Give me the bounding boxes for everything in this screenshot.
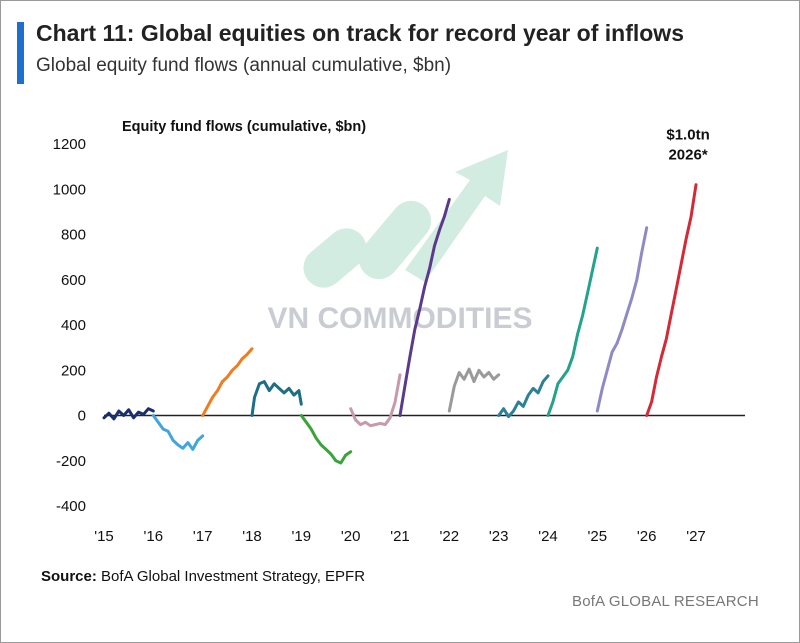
source-note: Source: BofA Global Investment Strategy,…	[41, 568, 365, 585]
y-tick-label: 400	[61, 317, 86, 334]
x-tick-label: '18	[242, 528, 262, 545]
annotation-year: 2026*	[668, 146, 707, 163]
annotation-value: $1.0tn	[666, 126, 709, 143]
series-line-2015	[102, 407, 155, 421]
series-line-2019	[299, 414, 353, 465]
x-tick-label: '17	[193, 528, 213, 545]
chart-title: Chart 11: Global equities on track for r…	[36, 20, 684, 46]
x-tick-label: '24	[538, 528, 558, 545]
x-tick-label: '26	[637, 528, 657, 545]
brand-label: BofA GLOBAL RESEARCH	[572, 593, 759, 610]
series-line-2025	[595, 226, 649, 413]
source-text: BofA Global Investment Strategy, EPFR	[96, 568, 366, 585]
x-tick-label: '23	[489, 528, 509, 545]
y-tick-label: 1000	[53, 181, 86, 198]
y-axis: 1200 1000 800 600 400 200 0 -200 -400	[53, 136, 86, 515]
x-tick-label: '20	[341, 528, 361, 545]
y-tick-label: -400	[56, 498, 86, 515]
trend-arrow-logo	[303, 150, 508, 288]
watermark: VN COMMODITIES	[267, 150, 533, 335]
series-line-2024	[546, 246, 599, 417]
x-axis: '15 '16 '17 '18 '19 '20 '21 '22 '23 '24 '25 '26 '27	[94, 528, 706, 545]
y-tick-label: 200	[61, 362, 86, 379]
y-tick-label: 0	[78, 408, 86, 425]
title-accent-bar	[17, 22, 24, 84]
x-tick-label: '19	[292, 528, 312, 545]
y-tick-label: 600	[61, 272, 86, 289]
source-label: Source:	[41, 568, 97, 585]
x-tick-label: '25	[588, 528, 608, 545]
y-tick-label: 1200	[53, 136, 86, 153]
series-group	[102, 183, 698, 465]
series-line-2020	[349, 373, 402, 428]
x-tick-label: '22	[440, 528, 460, 545]
x-tick-label: '27	[686, 528, 706, 545]
series-line-2018	[250, 380, 303, 417]
series-line-2017	[201, 347, 254, 417]
series-line-2026	[645, 183, 698, 417]
y-axis-title: Equity fund flows (cumulative, $bn)	[122, 119, 366, 135]
chart-subtitle: Global equity fund flows (annual cumulat…	[36, 55, 452, 76]
y-tick-label: -200	[56, 453, 86, 470]
series-line-2022	[447, 367, 501, 413]
x-tick-label: '15	[94, 528, 114, 545]
y-tick-label: 800	[61, 227, 86, 244]
series-line-2023	[497, 374, 550, 419]
x-tick-label: '21	[390, 528, 410, 545]
series-line-2021	[398, 197, 451, 417]
watermark-text: VN COMMODITIES	[267, 302, 532, 335]
x-tick-label: '16	[144, 528, 164, 545]
series-line-2016	[151, 414, 205, 451]
